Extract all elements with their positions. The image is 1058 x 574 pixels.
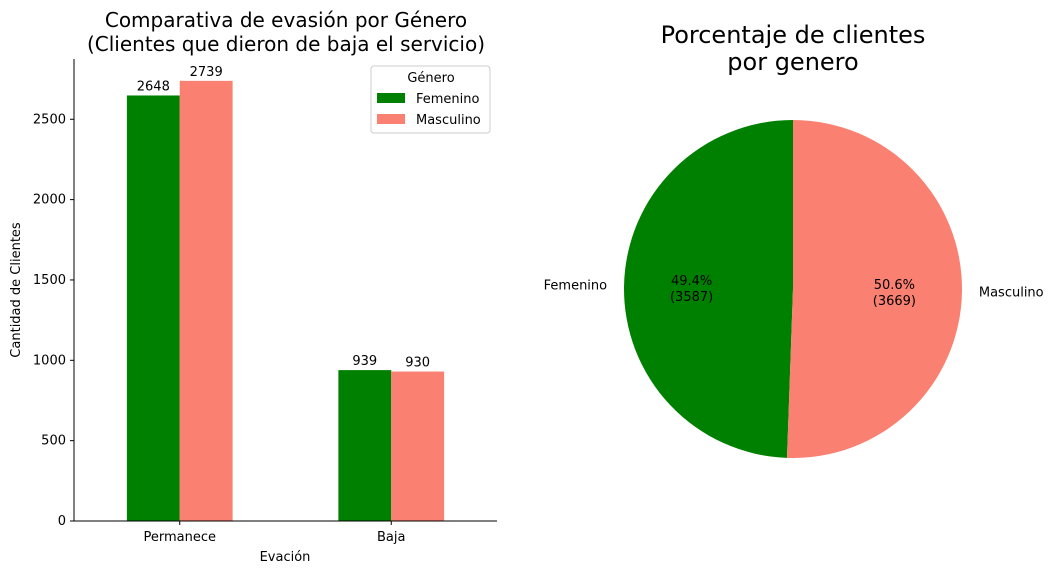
legend-swatch-femenino [377, 93, 405, 103]
pie-slice-masculino [787, 120, 962, 458]
x-axis-ticks: Permanece Baja [143, 521, 405, 545]
pie-label-femenino: Femenino [544, 279, 608, 294]
y-tick-label: 2000 [33, 193, 66, 208]
y-tick-label: 500 [41, 434, 66, 449]
pie-count-label: (3669) [873, 294, 916, 309]
legend-label-masculino: Masculino [416, 113, 481, 128]
pie-percent-label: 50.6% [874, 278, 915, 293]
bar-data-label: 2739 [190, 65, 223, 80]
bar-femenino-baja [338, 370, 392, 521]
legend-title: Género [407, 71, 454, 86]
pie-percent-label: 49.4% [671, 274, 712, 289]
y-tick-label: 0 [58, 514, 66, 529]
x-tick-label: Permanece [143, 530, 216, 545]
y-tick-label: 1000 [33, 353, 66, 368]
bar-masculino-permanece [179, 80, 233, 521]
pie-count-label: (3587) [670, 290, 713, 305]
bar-chart-title-line2: (Clientes que dieron de baja el servicio… [87, 32, 485, 56]
bar-femenino-permanece [126, 95, 180, 522]
bar-data-label: 930 [405, 356, 430, 371]
bar-data-label: 2648 [137, 79, 170, 94]
x-tick-label: Baja [377, 530, 405, 545]
legend: Género Femenino Masculino [370, 65, 491, 134]
y-tick-label: 1500 [33, 273, 66, 288]
pie-chart-title-line2: por genero [727, 48, 858, 76]
bar-marks: 2648 2739 939 930 [126, 65, 445, 522]
pie-slices: Femenino 49.4%(3587) Masculino 50.6%(3669) [544, 120, 1044, 458]
y-axis-ticks: 0 500 1000 1500 2000 2500 [33, 112, 74, 529]
bar-chart: Comparativa de evasión por Género (Clien… [9, 8, 497, 565]
y-tick-label: 2500 [33, 112, 66, 127]
bar-chart-title-line1: Comparativa de evasión por Género [105, 8, 467, 32]
pie-chart: Porcentaje de clientes por genero Femeni… [544, 21, 1044, 458]
pie-label-masculino: Masculino [979, 285, 1044, 300]
y-axis-label: Cantidad de Clientes [9, 222, 24, 358]
bar-masculino-baja [391, 371, 445, 521]
pie-slice-femenino [623, 120, 793, 458]
legend-label-femenino: Femenino [416, 92, 480, 107]
bar-data-label: 939 [352, 354, 377, 369]
x-axis-label: Evación [260, 550, 311, 565]
pie-chart-title-line1: Porcentaje de clientes [661, 21, 926, 49]
legend-swatch-masculino [377, 114, 405, 124]
